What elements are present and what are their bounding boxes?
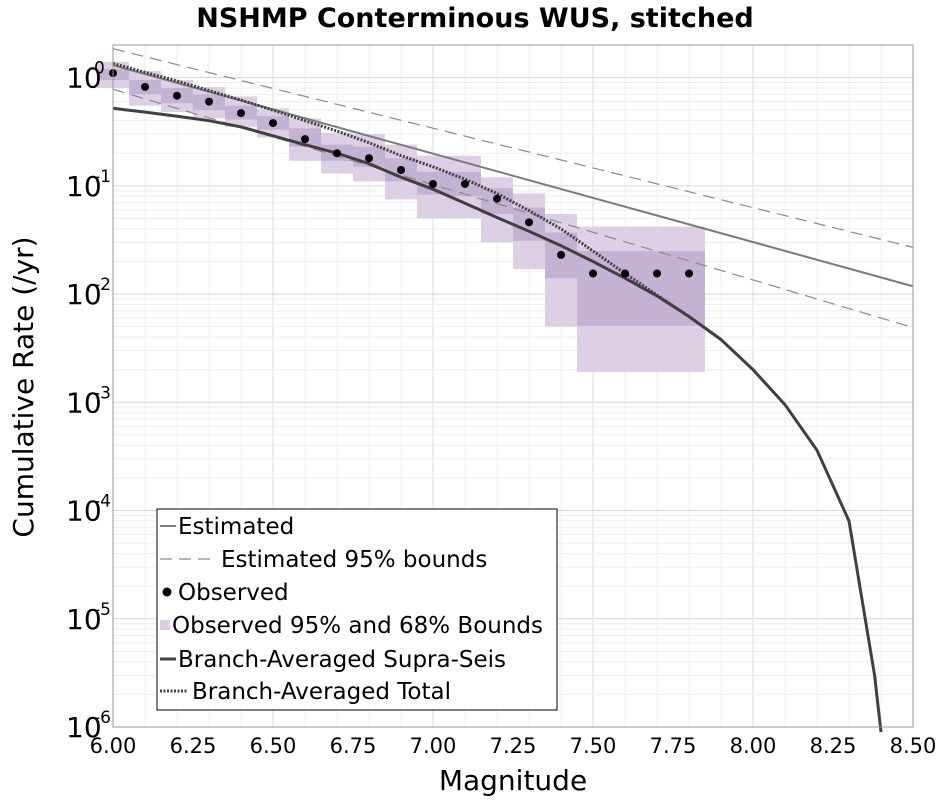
y-tick-label: 10	[66, 603, 102, 636]
y-tick-exponent: -1	[94, 167, 111, 187]
observed-point	[557, 250, 565, 259]
x-tick-label: 7.25	[490, 734, 537, 758]
x-tick-label: 8.25	[810, 734, 857, 758]
y-tick-label: 10	[66, 170, 102, 203]
observed-point	[397, 166, 405, 175]
legend: Estimated Estimated 95% bounds Observed …	[156, 508, 558, 711]
y-tick-label: 10	[66, 62, 102, 95]
observed-point	[141, 82, 149, 91]
x-tick-label: 7.75	[650, 734, 697, 758]
observed-point	[173, 91, 181, 100]
legend-label-total: Branch-Averaged Total	[192, 679, 451, 705]
observed-point	[621, 269, 629, 278]
legend-box	[156, 508, 558, 711]
observed-point	[269, 119, 277, 128]
line-branch-averaged-supra-seis	[112, 106, 883, 733]
y-tick-exponent: -3	[94, 383, 111, 403]
line-estimated-bound	[112, 48, 914, 248]
y-tick-label: 10	[66, 278, 102, 311]
x-tick-label: 7.00	[410, 734, 457, 758]
band-68	[577, 250, 609, 326]
legend-swatch-observed	[162, 587, 172, 597]
observed-point	[461, 179, 469, 188]
observed-point	[653, 269, 661, 278]
y-tick-exponent: -5	[94, 600, 111, 620]
observed-point	[301, 135, 309, 144]
observed-point	[589, 269, 597, 278]
x-axis-label: Magnitude	[439, 764, 587, 797]
x-axis-ticks: 6.00 6.25 6.50 6.75 7.00 7.25 7.50 7.75 8.00 8.25…	[90, 734, 937, 758]
legend-label-bounds: Estimated 95% bounds	[221, 547, 487, 573]
x-tick-label: 6.00	[90, 734, 137, 758]
observed-points	[109, 69, 693, 278]
x-tick-label: 6.25	[170, 734, 217, 758]
observed-point	[525, 218, 533, 227]
observed-point	[237, 109, 245, 118]
y-tick-label: 10	[66, 495, 102, 528]
x-tick-label: 7.50	[570, 734, 617, 758]
observed-point	[493, 194, 501, 203]
legend-label-observed: Observed	[178, 580, 289, 606]
observed-point	[205, 97, 213, 106]
line-estimated	[112, 64, 914, 288]
y-tick-exponent: -2	[94, 275, 111, 295]
legend-swatch-bands	[160, 620, 170, 630]
y-tick-exponent: -6	[94, 708, 111, 728]
series-lines	[112, 48, 914, 733]
y-tick-label: 10	[66, 386, 102, 419]
chart-title: NSHMP Conterminous WUS, stitched	[196, 3, 753, 34]
legend-label-supra: Branch-Averaged Supra-Seis	[178, 647, 506, 673]
y-axis-label: Cumulative Rate (/yr)	[7, 236, 40, 537]
y-tick-exponent: -4	[94, 492, 111, 512]
x-tick-label: 8.00	[730, 734, 777, 758]
observed-point	[429, 179, 437, 188]
plot-frame	[112, 44, 914, 728]
y-tick-label: 10	[66, 711, 102, 744]
legend-label-bands: Observed 95% and 68% Bounds	[172, 613, 543, 639]
band-68	[609, 250, 641, 326]
legend-label-estimated: Estimated	[178, 514, 294, 540]
y-tick-exponent: 0	[94, 59, 105, 79]
x-tick-label: 6.75	[330, 734, 377, 758]
line-branch-averaged-total	[112, 62, 722, 341]
x-tick-label: 6.50	[250, 734, 297, 758]
observed-point	[685, 269, 693, 278]
band-68	[673, 250, 705, 326]
observed-bounds-bands	[97, 61, 705, 373]
observed-point	[333, 149, 341, 158]
observed-point	[365, 154, 373, 163]
x-tick-label: 8.50	[890, 734, 937, 758]
